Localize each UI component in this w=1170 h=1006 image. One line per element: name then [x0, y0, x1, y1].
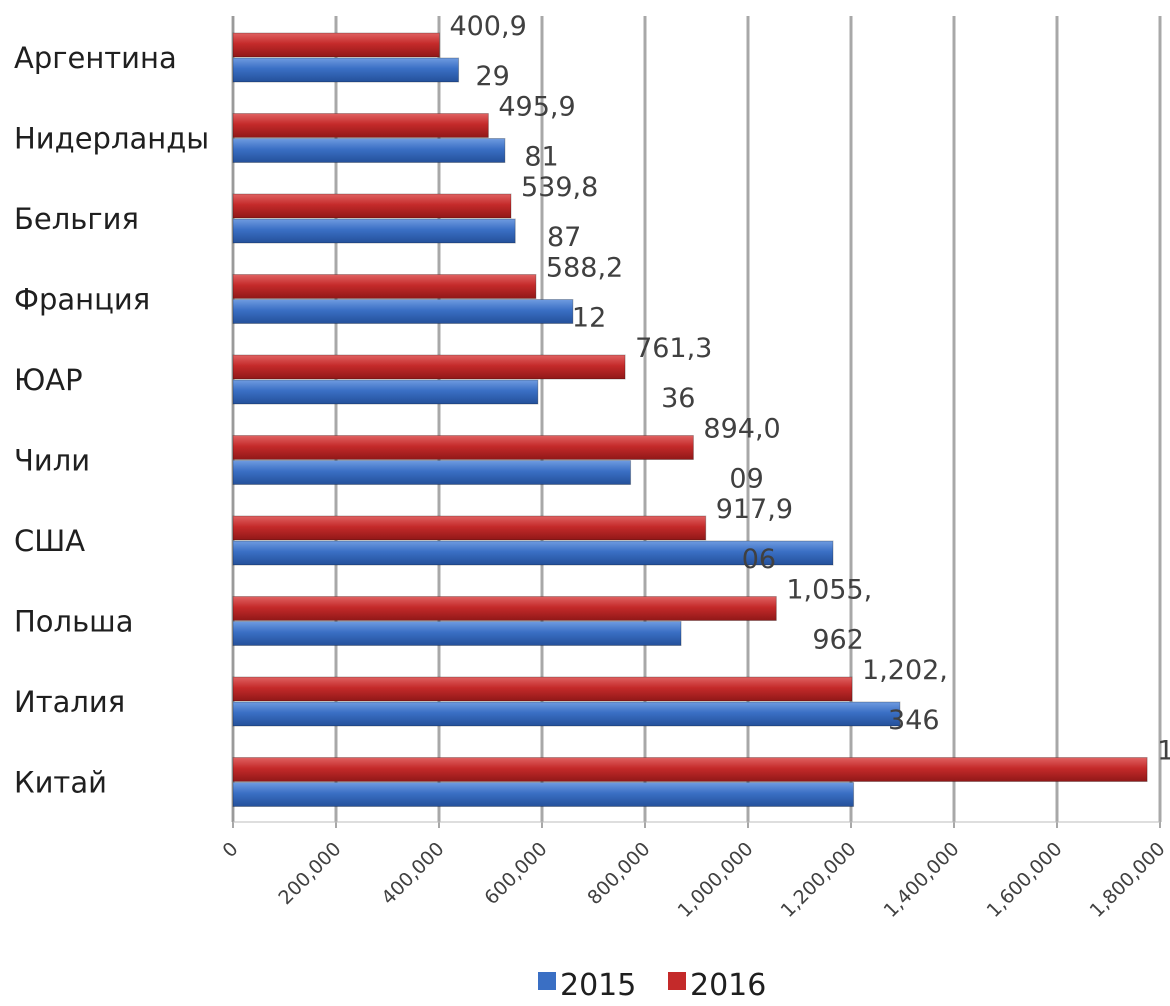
bar-2015 [232, 218, 516, 244]
bar-2016 [232, 32, 440, 58]
category-label: Китай [14, 766, 107, 800]
x-tick-label: 800,000 [583, 838, 654, 909]
data-label-2015: 36 [661, 383, 695, 414]
category-labels: Аргентина Нидерланды Бельгия Франция ЮАР Чили… [14, 41, 209, 800]
category-label: Нидерланды [14, 122, 209, 156]
data-label-2015: 346 [888, 705, 940, 736]
data-label-2015: 12 [572, 303, 606, 334]
data-label-2016: 588,2 [546, 253, 623, 284]
category-label: США [14, 524, 85, 558]
data-label-2016: 1,055, [786, 575, 872, 606]
x-tick-label: 200,000 [274, 838, 345, 909]
bar-2015 [232, 138, 506, 163]
legend: 2015 2016 [538, 968, 766, 1003]
category-label: Бельгия [14, 202, 139, 236]
x-tick-label: 1,400,000 [880, 838, 964, 922]
bar-2016 [232, 676, 853, 702]
bar-2016 [232, 435, 694, 460]
data-label-2016: 917,9 [716, 494, 793, 525]
bar-2015 [232, 299, 574, 324]
bar-2015 [232, 621, 682, 646]
x-tick-label: 0 [218, 838, 242, 862]
legend-label-2015: 2015 [560, 968, 636, 1003]
category-label: Польша [14, 605, 133, 639]
x-axis-ticks: 0 200,000 400,000 600,000 800,000 1,000,000 1,… [218, 838, 1169, 922]
data-label-2015: 81 [524, 142, 558, 173]
category-label: Чили [14, 444, 90, 478]
x-tick-label: 400,000 [377, 838, 448, 909]
x-tick-label: 1,000,000 [674, 838, 758, 922]
bar-2015 [232, 57, 460, 83]
data-label-2015: 06 [742, 544, 776, 575]
x-tick-label: 1,200,000 [777, 838, 861, 922]
bar-2015 [232, 701, 901, 727]
bars [232, 32, 1148, 807]
data-label-2015: 29 [475, 61, 509, 92]
data-label-2016: 495,9 [498, 92, 575, 123]
data-label-2016: 1,202, [862, 655, 948, 686]
data-label-2016: 400,9 [449, 11, 526, 42]
bar-2016 [232, 757, 1148, 782]
bar-2015 [232, 540, 834, 566]
data-label-2015: 87 [547, 222, 581, 253]
x-tick-label: 600,000 [480, 838, 551, 909]
legend-label-2016: 2016 [690, 968, 766, 1003]
data-label-2015: 09 [729, 464, 763, 495]
bar-2015 [232, 379, 539, 405]
category-label: Франция [14, 283, 150, 317]
bar-2016 [232, 113, 489, 138]
data-label-2016: 1 [1157, 736, 1170, 767]
bar-2016 [232, 274, 537, 299]
data-label-2015: 962 [812, 625, 864, 656]
bar-2016 [232, 596, 777, 621]
category-label: Италия [14, 685, 125, 719]
data-label-2016: 761,3 [635, 333, 712, 364]
legend-swatch-2016 [668, 972, 686, 990]
x-tick-label: 1,800,000 [1086, 838, 1170, 922]
bar-2016 [232, 193, 512, 219]
category-label: ЮАР [14, 363, 83, 397]
category-label: Аргентина [14, 41, 177, 75]
data-label-2016: 894,0 [703, 414, 780, 445]
legend-swatch-2015 [538, 972, 556, 990]
bar-2016 [232, 515, 707, 541]
bar-2015 [232, 782, 855, 807]
bar-2016 [232, 354, 626, 380]
x-tick-label: 1,600,000 [983, 838, 1067, 922]
data-label-2016: 539,8 [521, 172, 598, 203]
bar-2015 [232, 460, 632, 485]
